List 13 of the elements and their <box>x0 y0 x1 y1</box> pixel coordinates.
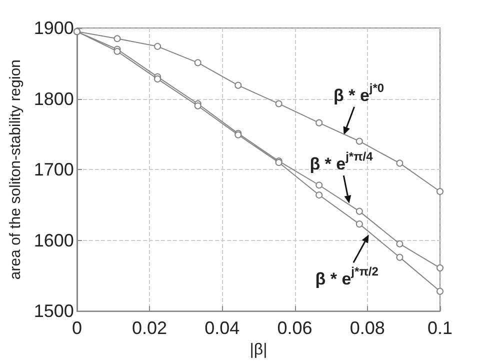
y-tick-label: 1800 <box>34 88 74 109</box>
x-tick-label: 0.06 <box>277 318 312 338</box>
x-tick-label: 0.02 <box>132 318 168 338</box>
x-tick-label: 0 <box>72 318 82 338</box>
x-tick-label: 0.1 <box>427 318 453 338</box>
y-tick-label: 1600 <box>34 230 74 250</box>
x-tick-label: 0.04 <box>204 318 240 338</box>
y-tick-label: 1900 <box>34 18 74 38</box>
y-tick-label: 1700 <box>34 160 74 180</box>
y-tick-label: 1500 <box>34 301 74 322</box>
x-axis-title: |β| <box>250 342 268 358</box>
y-axis-title: area of the soliton-stability region <box>7 59 24 280</box>
x-tick-label: 0.08 <box>350 318 385 338</box>
